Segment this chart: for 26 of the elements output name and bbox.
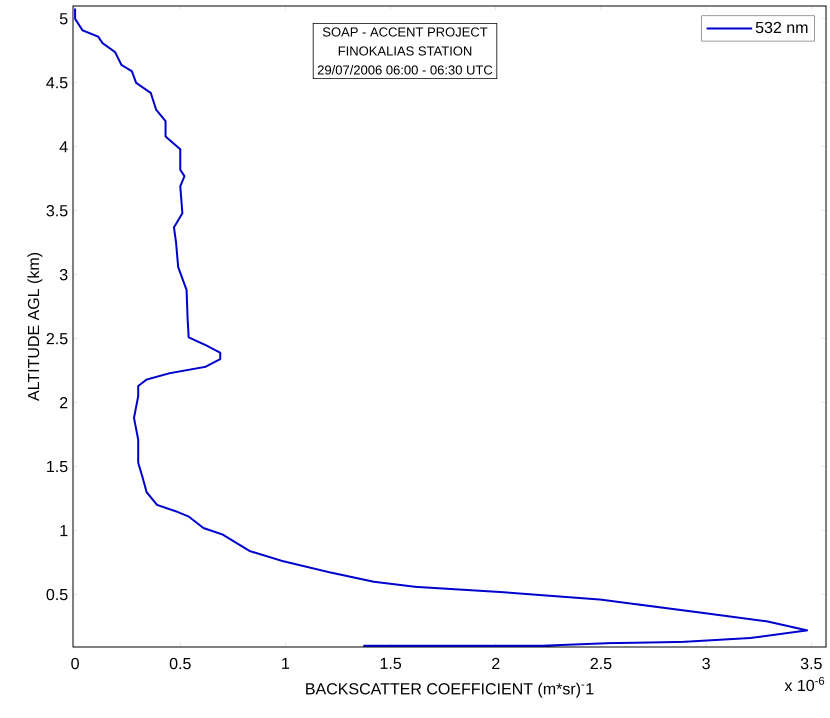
y-tick-label: 5 bbox=[60, 13, 68, 24]
annotation: 29/07/2006 06:00 - 06:30 UTC bbox=[318, 65, 492, 75]
line-series bbox=[74, 8, 808, 647]
x-tick-label: 1.5 bbox=[380, 658, 402, 670]
x-tick-label: 2.5 bbox=[590, 658, 612, 670]
x-axis-title: BACKSCATTER COEFFICIENT (m*sr)$^{-}$1 bbox=[306, 682, 594, 698]
x-tick-label: 3 bbox=[702, 658, 710, 670]
y-tick-label: 2 bbox=[60, 397, 68, 408]
y-axis-title: ALTITUDE AGL (km) bbox=[27, 252, 42, 401]
text: x 10$^{-6}$ bbox=[784, 676, 824, 692]
y-tick-label: 3 bbox=[60, 269, 68, 280]
y-tick-label: 4.5 bbox=[46, 77, 68, 88]
x-tick-label: 2 bbox=[492, 658, 500, 670]
annotation: FINOKALIAS STATION bbox=[338, 46, 472, 56]
x-tick-label: 3.5 bbox=[800, 658, 822, 670]
x-tick-label: 1 bbox=[282, 658, 290, 669]
x-tick-label: 0.5 bbox=[170, 658, 191, 670]
y-tick-label: 4 bbox=[60, 141, 68, 152]
y-tick-label: 1 bbox=[60, 525, 68, 536]
annotation: SOAP - ACCENT PROJECT bbox=[322, 27, 488, 37]
legend-label: 532 nm bbox=[756, 22, 808, 34]
y-tick-label: 1.5 bbox=[47, 461, 68, 472]
y-tick-label: 2.5 bbox=[46, 332, 68, 344]
y-tick-label: 3.5 bbox=[46, 205, 68, 216]
y-tick-label: 0.5 bbox=[46, 588, 68, 600]
x-tick-label: 0 bbox=[71, 658, 79, 670]
